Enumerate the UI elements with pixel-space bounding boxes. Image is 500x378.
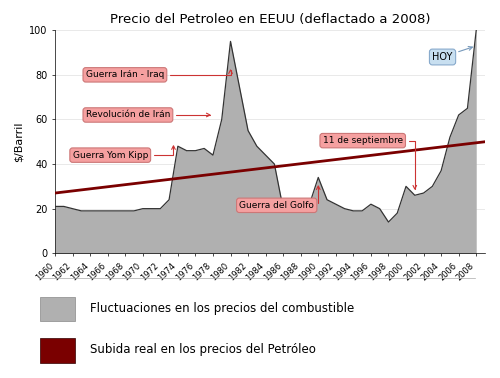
Text: Subida real en los precios del Petróleo: Subida real en los precios del Petróleo bbox=[90, 343, 316, 356]
Y-axis label: $/Barril: $/Barril bbox=[14, 121, 24, 162]
Text: 11 de septiembre: 11 de septiembre bbox=[322, 136, 416, 189]
Text: Guerra Irán - Iraq: Guerra Irán - Iraq bbox=[86, 70, 233, 79]
Text: Revolución de Irán: Revolución de Irán bbox=[86, 110, 210, 119]
Title: Precio del Petroleo en EEUU (deflactado a 2008): Precio del Petroleo en EEUU (deflactado … bbox=[110, 13, 430, 26]
Text: HOY: HOY bbox=[432, 46, 472, 62]
Text: Guerra del Golfo: Guerra del Golfo bbox=[240, 186, 320, 210]
Text: Guerra Yom Kipp: Guerra Yom Kipp bbox=[72, 146, 176, 160]
Text: Fluctuaciones en los precios del combustible: Fluctuaciones en los precios del combust… bbox=[90, 302, 354, 314]
